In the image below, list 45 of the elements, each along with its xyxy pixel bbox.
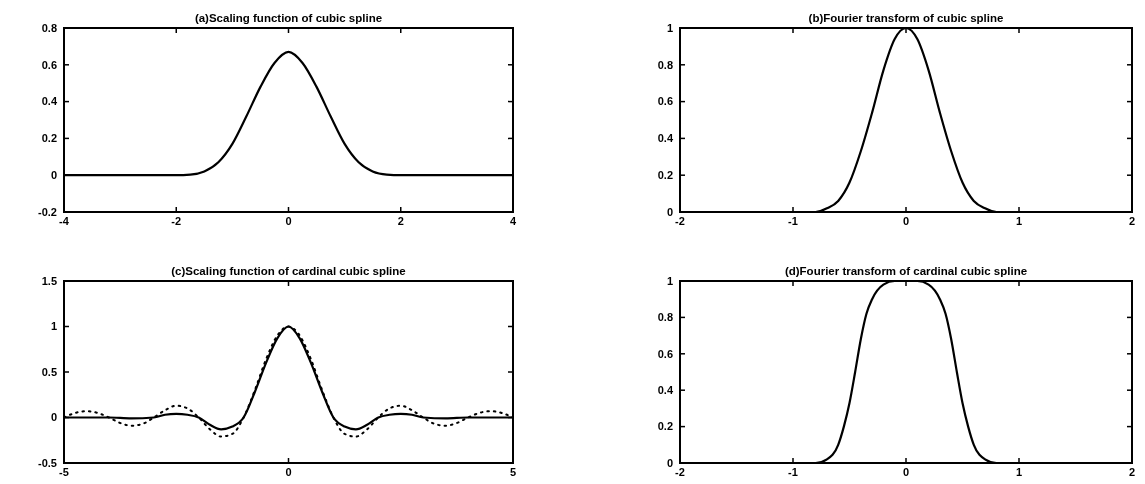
x-tick-label: 2 [397, 215, 404, 227]
y-tick-label: -0.5 [38, 456, 57, 469]
chart-title: (b)Fourier transform of cubic spline [808, 12, 1004, 24]
y-tick-label: 1.5 [41, 274, 57, 287]
y-tick-label: 0.2 [657, 169, 673, 182]
y-tick-label: 0 [50, 169, 57, 182]
x-tick-label: 2 [1128, 466, 1136, 478]
x-tick-label: 0 [902, 215, 910, 227]
y-tick-label: 0.2 [41, 132, 57, 145]
y-tick-label: 0.4 [657, 132, 674, 145]
y-tick-label: 0.8 [657, 58, 673, 71]
x-tick-label: 1 [1015, 215, 1023, 227]
y-tick-label: 0.6 [657, 95, 673, 108]
x-tick-label: -1 [788, 466, 798, 478]
x-tick-label: -5 [59, 466, 69, 478]
y-tick-label: 0.8 [41, 21, 57, 34]
y-tick-label: 0.4 [657, 384, 674, 397]
x-tick-label: 4 [509, 215, 517, 227]
y-tick-label: 0.6 [657, 347, 673, 360]
y-tick-label: 0 [50, 411, 57, 424]
x-tick-label: -4 [59, 215, 70, 227]
y-tick-label: 0 [666, 205, 673, 218]
y-tick-label: -0.2 [38, 205, 57, 218]
y-tick-label: 0.6 [41, 58, 57, 71]
y-tick-label: 1 [50, 320, 57, 333]
chart-title: (d)Fourier transform of cardinal cubic spline [784, 265, 1028, 277]
chart-title: (c)Scaling function of cardinal cubic spline [171, 265, 406, 277]
y-tick-label: 1 [666, 21, 673, 34]
x-tick-label: 5 [509, 466, 517, 478]
x-tick-label: 0 [902, 466, 910, 478]
y-tick-label: 0.5 [41, 365, 57, 378]
x-tick-label: 1 [1015, 466, 1023, 478]
x-tick-label: 0 [285, 215, 292, 227]
x-tick-label: -2 [675, 215, 685, 227]
x-tick-label: 2 [1128, 215, 1136, 227]
y-tick-label: 0.2 [657, 420, 673, 433]
x-tick-label: -2 [171, 215, 182, 227]
y-tick-label: 1 [666, 274, 673, 287]
y-tick-label: 0 [666, 456, 673, 469]
y-tick-label: 0.4 [41, 95, 58, 108]
x-tick-label: -2 [675, 466, 685, 478]
y-tick-label: 0.8 [657, 311, 673, 324]
chart-title: (a)Scaling function of cubic spline [194, 12, 383, 24]
x-tick-label: -1 [788, 215, 798, 227]
x-tick-label: 0 [285, 466, 292, 478]
